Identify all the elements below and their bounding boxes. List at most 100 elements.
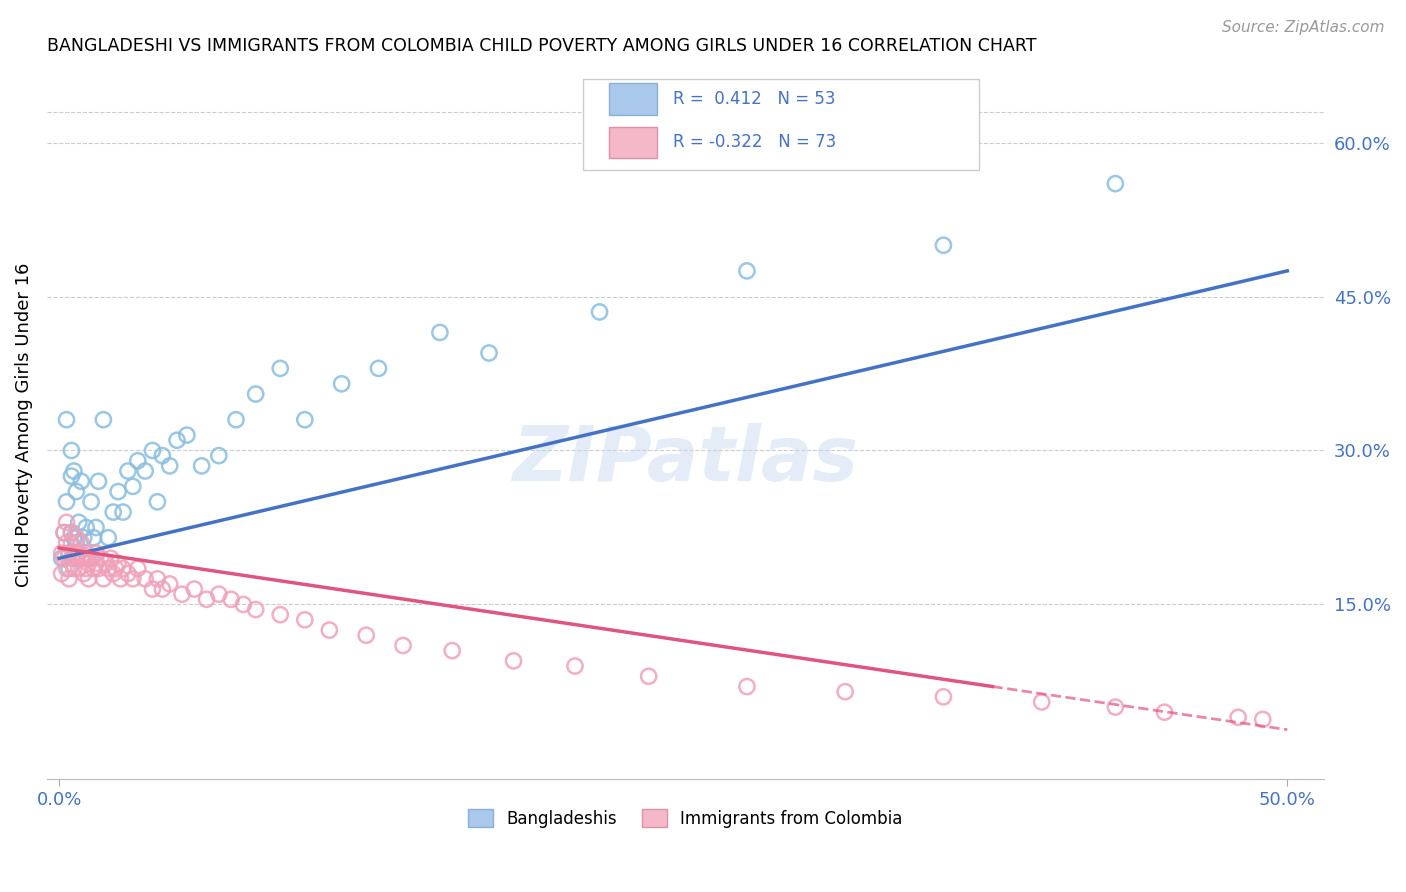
Point [127,454,149,468]
Point [77,572,100,586]
Point [735,264,758,278]
Point [60,525,83,540]
Point [195,592,218,607]
Point [53,525,76,540]
Point [219,592,242,607]
Point [392,639,415,653]
Point [84,546,107,560]
Point [60,525,83,540]
Point [53,551,76,566]
Point [80,551,103,566]
Bar [609,127,658,158]
Point [637,669,659,683]
Point [60,443,83,458]
Point [112,505,135,519]
Bar [609,83,658,114]
Point [159,577,181,591]
Point [65,531,87,545]
Point [60,469,83,483]
Point [97,531,120,545]
Text: ZIPatlas: ZIPatlas [513,423,859,497]
Point [55,516,77,530]
Point [225,413,247,427]
Point [932,238,955,252]
Point [51,546,73,560]
Point [55,413,77,427]
Point [245,602,267,616]
Point [170,587,193,601]
Y-axis label: Child Poverty Among Girls Under 16: Child Poverty Among Girls Under 16 [15,262,32,587]
Point [58,561,80,575]
Point [70,551,93,566]
Point [75,546,97,560]
Point [67,546,90,560]
Point [117,464,139,478]
Point [65,551,87,566]
Point [73,551,96,566]
Point [367,361,389,376]
Point [150,582,173,596]
Point [97,561,120,575]
Point [83,561,105,575]
Point [73,531,96,545]
Point [55,536,77,550]
Point [93,572,115,586]
Point [67,546,90,560]
Text: BANGLADESHI VS IMMIGRANTS FROM COLOMBIA CHILD POVERTY AMONG GIRLS UNDER 16 CORRE: BANGLADESHI VS IMMIGRANTS FROM COLOMBIA … [46,37,1036,55]
FancyBboxPatch shape [583,79,980,169]
Point [104,561,127,575]
Point [51,566,73,581]
Point [294,413,316,427]
Point [245,387,267,401]
Point [70,536,93,550]
Legend: Bangladeshis, Immigrants from Colombia: Bangladeshis, Immigrants from Colombia [461,803,910,834]
Text: R =  0.412   N = 53: R = 0.412 N = 53 [672,90,835,108]
Point [67,516,90,530]
Point [90,551,112,566]
Point [429,326,451,340]
Point [73,566,96,581]
Point [65,536,87,550]
Point [318,623,340,637]
Point [1251,712,1274,726]
Point [70,551,93,566]
Point [110,572,132,586]
Point [80,495,103,509]
Point [84,557,107,571]
Point [83,531,105,545]
Point [208,587,231,601]
Point [269,607,291,622]
Point [269,361,291,376]
Point [87,475,110,489]
Point [1031,695,1053,709]
Point [441,643,464,657]
Point [294,613,316,627]
Point [127,561,149,575]
Point [100,551,122,566]
Point [93,413,115,427]
Point [190,458,212,473]
Point [146,495,169,509]
Point [121,479,143,493]
Point [183,582,205,596]
Point [75,520,97,534]
Point [834,684,856,698]
Point [1104,177,1126,191]
Point [166,434,188,448]
Point [330,376,353,391]
Point [63,546,86,560]
Point [75,561,97,575]
Point [51,551,73,566]
Point [77,557,100,571]
Point [112,561,135,575]
Point [502,654,524,668]
Point [67,561,90,575]
Point [141,443,163,458]
Point [134,572,156,586]
Point [932,690,955,704]
Point [94,557,117,571]
Text: R = -0.322   N = 73: R = -0.322 N = 73 [672,134,837,152]
Point [1153,705,1175,719]
Point [150,449,173,463]
Point [87,561,110,575]
